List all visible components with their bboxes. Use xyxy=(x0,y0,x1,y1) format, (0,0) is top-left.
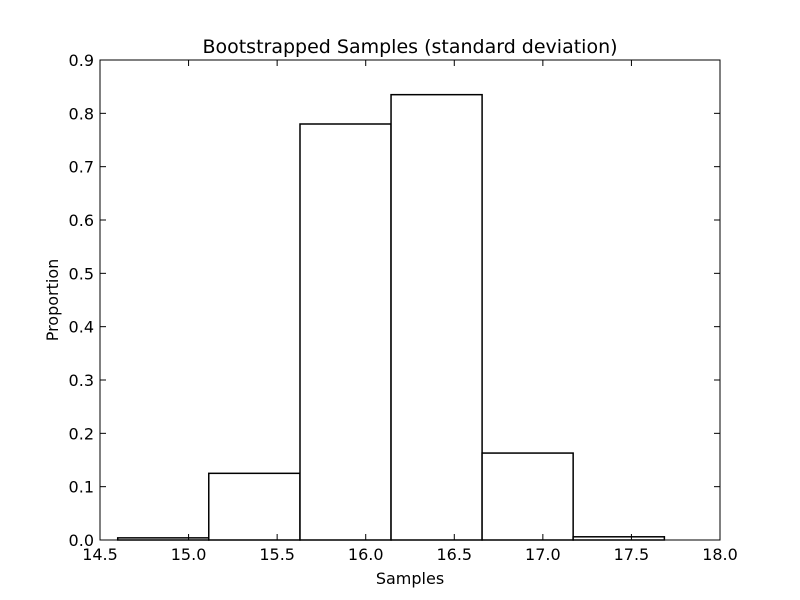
y-tick-label-0: 0.0 xyxy=(69,531,94,550)
x-tick-label-3: 16.0 xyxy=(348,545,384,564)
y-tick-label-2: 0.2 xyxy=(69,424,94,443)
x-tick-label-6: 17.5 xyxy=(614,545,650,564)
y-axis-label: Proportion xyxy=(43,259,62,342)
histogram-bar-1 xyxy=(208,472,301,541)
y-tick-label-9: 0.9 xyxy=(69,51,94,70)
histogram-bar-4 xyxy=(481,452,574,541)
y-tick-label-6: 0.6 xyxy=(69,211,94,230)
y-tick-label-8: 0.8 xyxy=(69,104,94,123)
x-axis-label: Samples xyxy=(376,569,444,588)
histogram-bar-2 xyxy=(299,123,392,541)
histogram-bar-3 xyxy=(390,93,483,541)
plot-frame xyxy=(99,59,721,541)
y-tick-label-3: 0.3 xyxy=(69,371,94,390)
chart-title: Bootstrapped Samples (standard deviation… xyxy=(202,36,617,58)
y-tick-label-7: 0.7 xyxy=(69,158,94,177)
y-tick-label-1: 0.1 xyxy=(69,478,94,497)
y-tick-label-4: 0.4 xyxy=(69,318,94,337)
ticks-group: 14.5 15.0 15.5 16.0 16.5 17.0 17.5 18.0 0.0 0.1 0.… xyxy=(69,51,738,564)
x-tick-label-1: 15.0 xyxy=(171,545,207,564)
x-tick-label-4: 16.5 xyxy=(436,545,472,564)
x-tick-label-0: 14.5 xyxy=(82,545,118,564)
bars-group xyxy=(116,93,666,541)
x-tick-label-7: 18.0 xyxy=(702,545,738,564)
x-tick-label-5: 17.0 xyxy=(525,545,561,564)
y-tick-label-5: 0.5 xyxy=(69,264,94,283)
x-tick-label-2: 15.5 xyxy=(259,545,295,564)
